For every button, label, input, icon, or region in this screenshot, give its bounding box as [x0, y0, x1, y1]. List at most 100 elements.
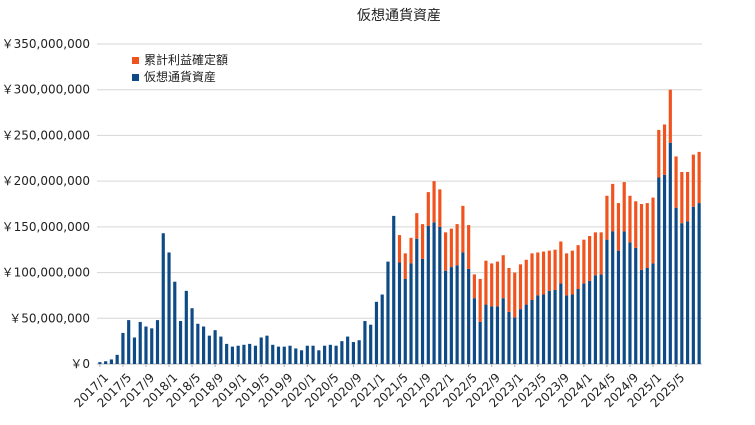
- bar-assets: [553, 289, 557, 364]
- bar-assets: [495, 306, 500, 364]
- bar-assets: [576, 289, 580, 364]
- bar-profit: [518, 264, 523, 310]
- bar-profit: [495, 261, 500, 307]
- bar-profit: [438, 189, 442, 227]
- bar-assets: [588, 280, 592, 364]
- bar-assets: [351, 342, 355, 364]
- bar-assets: [501, 298, 505, 364]
- bar-profit: [697, 151, 701, 204]
- bar-assets: [490, 306, 494, 364]
- bar-assets: [438, 226, 442, 364]
- bar-assets: [645, 268, 649, 364]
- bar-assets: [334, 345, 338, 364]
- bar-assets: [449, 267, 453, 364]
- bar-assets: [259, 337, 263, 364]
- bar-assets: [346, 336, 350, 364]
- bar-profit: [449, 228, 453, 268]
- bar-assets: [374, 301, 379, 364]
- bar-assets: [415, 238, 419, 364]
- bar-assets: [593, 275, 597, 364]
- bar-assets: [686, 221, 690, 364]
- bar-assets: [340, 341, 344, 364]
- bar-assets: [288, 345, 292, 364]
- bar-assets: [115, 354, 119, 364]
- bar-assets: [144, 326, 148, 364]
- y-tick-label: ￥250,000,000: [2, 128, 90, 142]
- bar-profit: [565, 253, 569, 296]
- bar-profit: [478, 278, 482, 322]
- bar-assets: [392, 215, 396, 364]
- bar-profit: [513, 272, 517, 318]
- bar-assets: [455, 265, 459, 364]
- bar-profit: [662, 124, 667, 175]
- bar-assets: [369, 324, 373, 364]
- bar-profit: [657, 129, 661, 178]
- bar-assets: [651, 263, 655, 364]
- legend-swatch-assets: [132, 74, 139, 81]
- bar-profit: [467, 225, 471, 269]
- bar-assets: [524, 304, 528, 364]
- bar-profit: [639, 204, 644, 270]
- bar-profit: [611, 183, 615, 232]
- bar-assets: [248, 343, 252, 364]
- bar-assets: [276, 346, 281, 364]
- bar-assets: [98, 362, 102, 364]
- bar-profit: [547, 250, 551, 291]
- bar-profit: [622, 182, 626, 232]
- bar-assets: [697, 203, 701, 364]
- bar-profit: [559, 241, 563, 284]
- bars: [98, 89, 701, 364]
- bar-profit: [651, 197, 655, 264]
- bar-assets: [432, 222, 436, 364]
- bar-assets: [472, 298, 476, 364]
- bar-assets: [680, 223, 684, 364]
- bar-assets: [530, 300, 534, 364]
- bar-assets: [622, 231, 626, 364]
- bar-assets: [328, 344, 332, 364]
- bar-profit: [397, 235, 402, 263]
- bar-profit: [645, 203, 649, 268]
- bar-assets: [426, 225, 430, 364]
- bar-profit: [524, 259, 528, 305]
- bar-assets: [271, 344, 275, 364]
- bar-profit: [634, 201, 638, 248]
- bar-profit: [680, 172, 684, 224]
- legend-swatch-profit: [132, 57, 139, 64]
- y-tick-label: ￥150,000,000: [2, 220, 90, 234]
- bar-assets: [132, 337, 137, 364]
- bar-assets: [178, 321, 183, 364]
- bar-profit: [530, 253, 534, 300]
- bar-assets: [104, 361, 108, 364]
- legend: 累計利益確定額 仮想通貨資産: [132, 52, 228, 84]
- bar-assets: [363, 321, 367, 364]
- bar-assets: [230, 346, 234, 364]
- bar-profit: [501, 255, 505, 299]
- bar-assets: [155, 320, 160, 364]
- legend-label-profit: 累計利益確定額: [144, 52, 228, 67]
- bar-assets: [409, 263, 413, 364]
- bar-assets: [657, 177, 661, 364]
- bar-profit: [536, 252, 540, 296]
- bar-profit: [570, 250, 574, 295]
- bar-assets: [559, 283, 563, 364]
- bar-assets: [150, 328, 154, 364]
- bar-profit: [616, 203, 621, 251]
- bar-profit: [668, 89, 672, 143]
- y-tick-label: ￥350,000,000: [2, 37, 90, 51]
- bar-assets: [668, 142, 672, 364]
- bar-assets: [541, 294, 546, 364]
- bar-profit: [553, 249, 557, 290]
- y-axis-ticks: ￥0 ￥50,000,000 ￥100,000,000 ￥150,000,000 ￥20…: [2, 37, 90, 371]
- bar-assets: [167, 252, 171, 364]
- bar-profit: [628, 195, 632, 243]
- bar-assets: [219, 336, 223, 364]
- bar-assets: [357, 340, 361, 364]
- bar-assets: [225, 343, 229, 364]
- bar-profit: [415, 213, 419, 239]
- bar-profit: [691, 154, 695, 207]
- bar-profit: [432, 181, 436, 223]
- bar-assets: [190, 308, 194, 364]
- bar-assets: [484, 304, 488, 364]
- bar-assets: [109, 359, 113, 364]
